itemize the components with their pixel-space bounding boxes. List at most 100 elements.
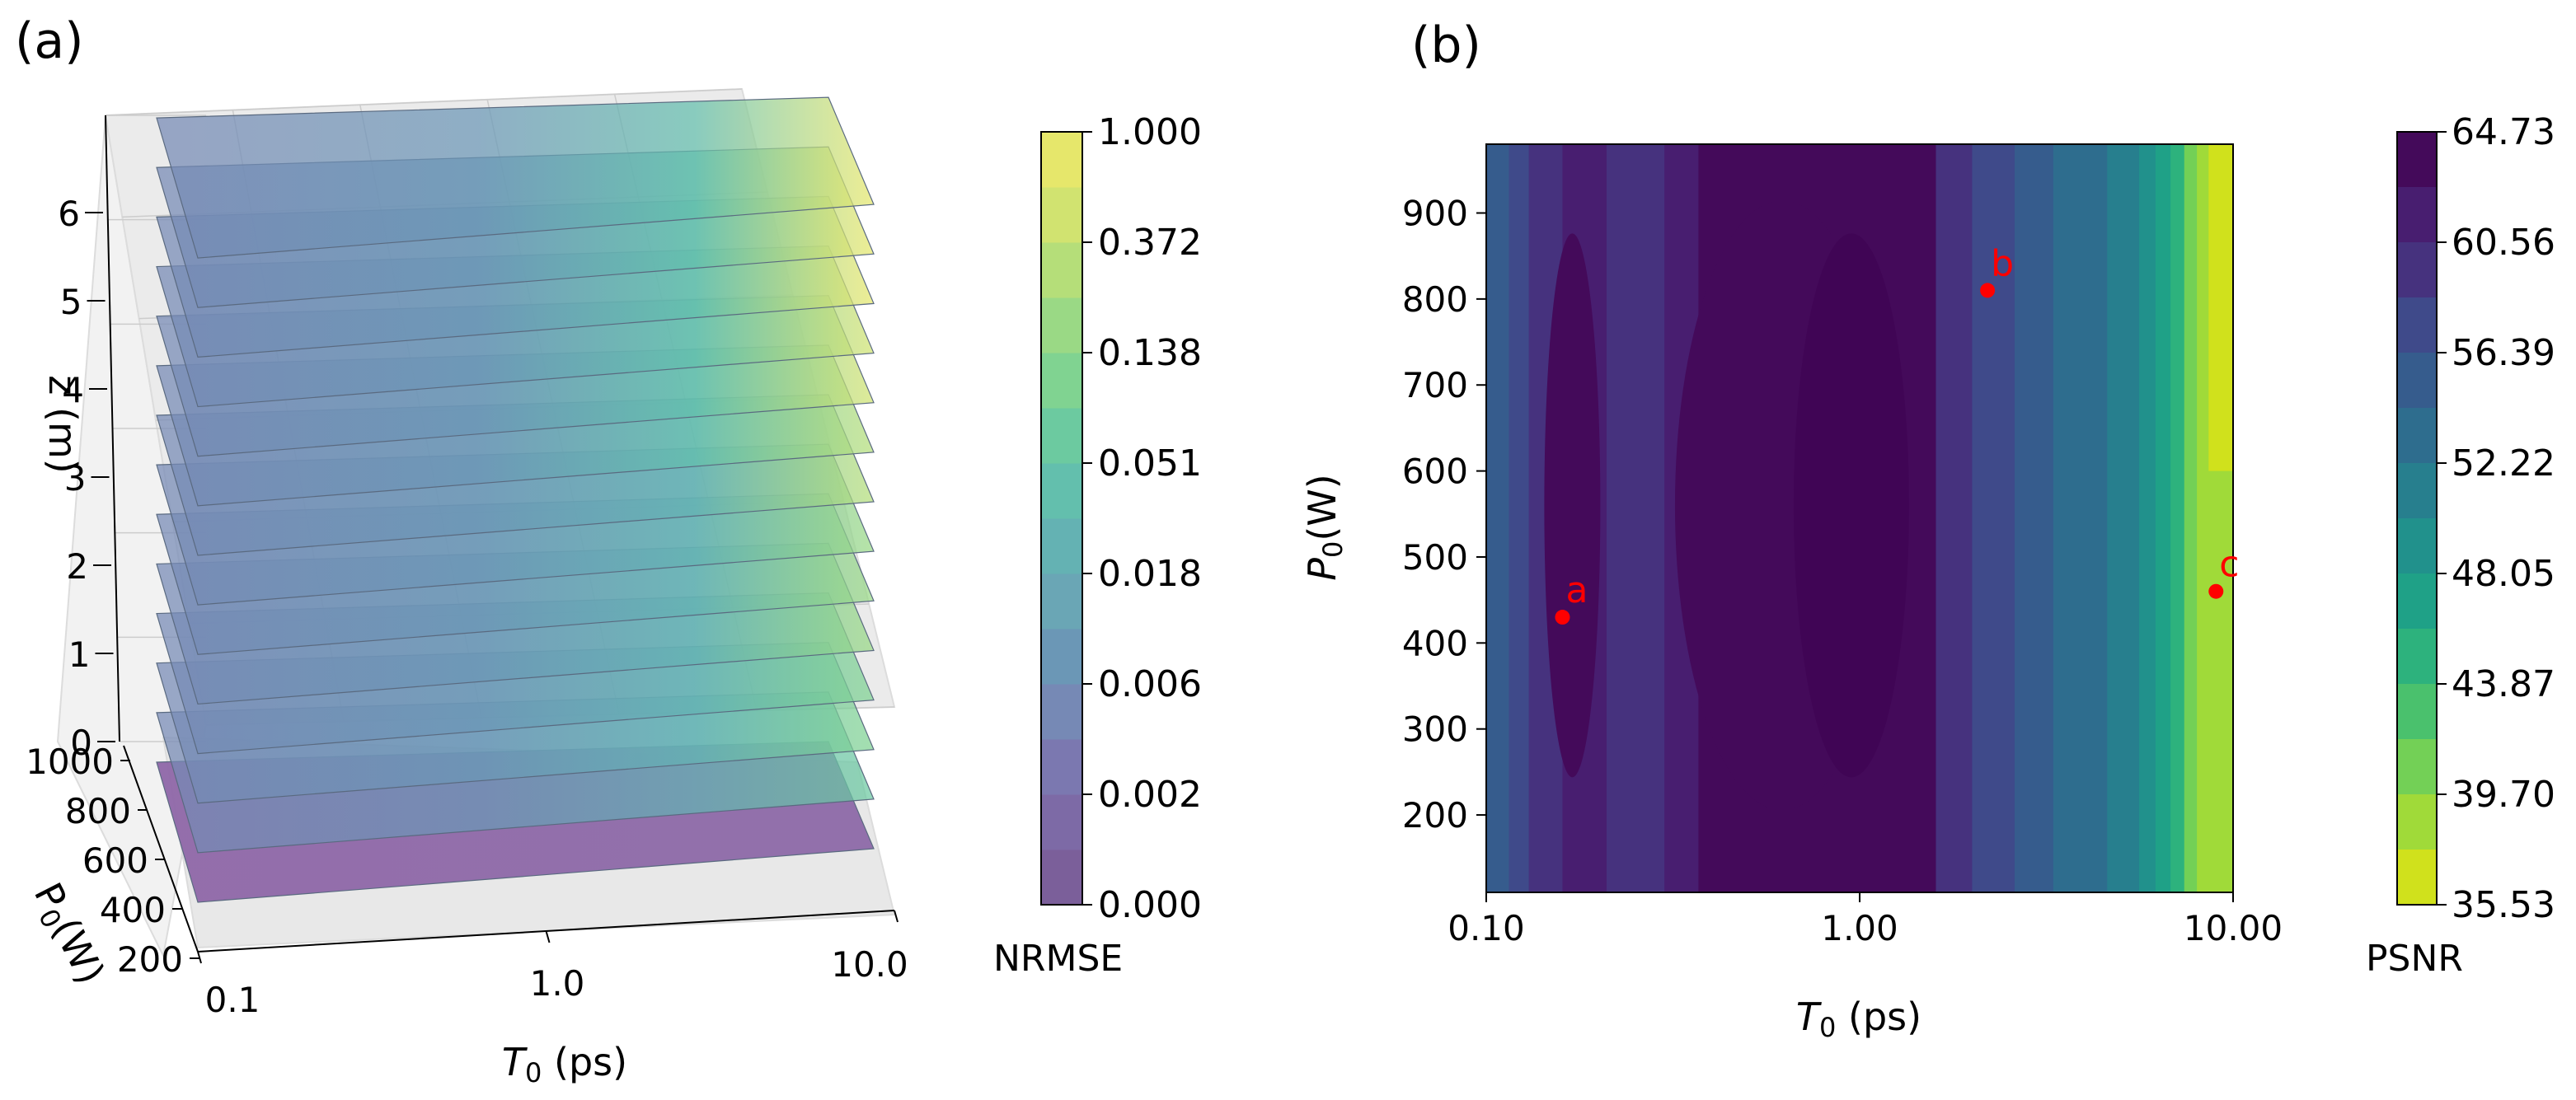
z-axis-line bbox=[105, 115, 120, 742]
colorbar-segment bbox=[1041, 518, 1082, 574]
colorbar-segment bbox=[2397, 573, 2437, 630]
contour-band bbox=[1544, 233, 1601, 778]
x-tick-mark bbox=[197, 951, 202, 964]
x-tick-mark bbox=[894, 910, 899, 923]
z-tick-label: 4 bbox=[62, 370, 84, 410]
colorbar-tick-label: 0.002 bbox=[1098, 774, 1202, 816]
colorbar-segment bbox=[2397, 684, 2437, 740]
z-tick-label: 0 bbox=[70, 723, 92, 763]
colorbar-tick-label: 43.87 bbox=[2452, 663, 2555, 705]
slice-plane bbox=[156, 96, 875, 259]
y-ticks: 200 400 600 800 1000 bbox=[26, 742, 199, 980]
point-label-c: c bbox=[2219, 544, 2239, 586]
colorbar-tick-label: 0.372 bbox=[1098, 222, 1202, 264]
z-tick-label: 6 bbox=[58, 194, 80, 234]
contour-band bbox=[2170, 144, 2185, 892]
x-axis-label: T0 (ps) bbox=[502, 1040, 627, 1088]
y-tick-label-b: 300 bbox=[1402, 709, 1468, 750]
colorbar-segment bbox=[2397, 353, 2437, 409]
colorbar-segment bbox=[1041, 850, 1082, 906]
colorbar-segment bbox=[1041, 629, 1082, 685]
marked-points: a b c bbox=[1555, 242, 2239, 625]
point-label-b: b bbox=[1991, 242, 2014, 284]
colorbar-segment bbox=[2397, 132, 2437, 188]
colorbar-segment bbox=[1041, 187, 1082, 243]
point-label-a: a bbox=[1565, 569, 1588, 611]
colorbar-tick-label: 39.70 bbox=[2452, 774, 2555, 816]
contour-band bbox=[1606, 144, 1666, 892]
z-tick-label: 5 bbox=[60, 282, 82, 322]
contour-band bbox=[2107, 144, 2140, 892]
contour-slices bbox=[156, 96, 875, 903]
colorbar-segment bbox=[2397, 187, 2437, 243]
contour-band bbox=[2138, 144, 2156, 892]
colorbar-segment bbox=[2397, 408, 2437, 464]
x-ticks-b: 0.10 1.00 10.00 bbox=[1448, 892, 2283, 948]
contour-fill-b bbox=[1486, 144, 2233, 892]
contour-band bbox=[1486, 144, 1510, 892]
colorbar-tick-label: 0.000 bbox=[1098, 884, 1202, 926]
z-tick-label: 1 bbox=[68, 634, 91, 675]
contour-band bbox=[2053, 144, 2109, 892]
contour-band bbox=[1936, 144, 1973, 892]
point-c bbox=[2208, 583, 2224, 599]
colorbar-psnr-ticks: 64.73 60.56 56.39 52.22 48.05 43.87 39.70 35.53 bbox=[2437, 111, 2555, 926]
y-tick-label: 1000 bbox=[26, 742, 114, 782]
y-tick-label: 800 bbox=[65, 791, 131, 831]
colorbar-tick-label: 0.006 bbox=[1098, 663, 1202, 705]
colorbar-tick-label: 56.39 bbox=[2452, 332, 2555, 374]
y-tick-label: 200 bbox=[117, 939, 183, 980]
x-tick-mark bbox=[545, 930, 551, 943]
contour-band bbox=[1972, 144, 2015, 892]
z-axis-label: z (m) bbox=[40, 375, 85, 473]
y-tick-label-b: 600 bbox=[1402, 452, 1468, 492]
contour-band bbox=[2184, 144, 2198, 892]
colorbar-tick-label: 0.138 bbox=[1098, 332, 1202, 374]
colorbar-segment bbox=[1041, 573, 1082, 630]
colorbar-segment bbox=[2397, 242, 2437, 298]
colorbar-tick-label: 1.000 bbox=[1098, 111, 1202, 153]
colorbar-segment bbox=[1041, 408, 1082, 464]
x-ticks: 0.1 1.0 10.0 bbox=[197, 910, 908, 1020]
x-tick-label: 10.0 bbox=[831, 944, 908, 985]
panel-b-label: (b) bbox=[1411, 16, 1481, 74]
colorbar-psnr bbox=[2397, 132, 2437, 906]
y-tick-label: 400 bbox=[100, 890, 166, 930]
colorbar-segment bbox=[1041, 132, 1082, 188]
x-tick-label: 1.0 bbox=[530, 963, 585, 1004]
y-axis-line bbox=[123, 745, 199, 953]
z-tick-label: 2 bbox=[66, 546, 88, 587]
contour-band bbox=[2208, 144, 2233, 471]
colorbar-psnr-label: PSNR bbox=[2366, 938, 2463, 980]
x-tick-label-b: 0.10 bbox=[1448, 908, 1525, 948]
grid-line bbox=[105, 88, 743, 116]
contour-band bbox=[1509, 144, 1530, 892]
y-tick-label-b: 500 bbox=[1402, 537, 1468, 578]
colorbar-segment bbox=[1041, 739, 1082, 795]
colorbar-segment bbox=[2397, 297, 2437, 353]
y-tick-label-b: 900 bbox=[1402, 193, 1468, 233]
colorbar-tick-label: 0.018 bbox=[1098, 553, 1202, 595]
colorbar-segment bbox=[2397, 629, 2437, 685]
colorbar-tick-label: 52.22 bbox=[2452, 442, 2555, 484]
colorbar-tick-label: 48.05 bbox=[2452, 553, 2555, 595]
colorbar-tick-label: 35.53 bbox=[2452, 884, 2555, 926]
x-tick-label: 0.1 bbox=[205, 980, 260, 1020]
y-tick-label: 600 bbox=[82, 840, 148, 881]
panel-a-label: (a) bbox=[15, 12, 84, 70]
colorbar-segment bbox=[1041, 463, 1082, 519]
contour-band bbox=[2014, 144, 2054, 892]
x-tick-label-b: 10.00 bbox=[2184, 908, 2283, 948]
y-tick-label-b: 400 bbox=[1402, 623, 1468, 663]
y-axis-label-b: P0(W) bbox=[1300, 474, 1349, 581]
colorbar-segment bbox=[1041, 297, 1082, 353]
y-tick-label-b: 800 bbox=[1402, 279, 1468, 320]
point-a bbox=[1555, 610, 1570, 625]
colorbar-segment bbox=[1041, 242, 1082, 298]
colorbar-psnr-frame bbox=[2396, 131, 2438, 906]
colorbar-segment bbox=[2397, 739, 2437, 795]
point-b bbox=[1980, 283, 1996, 298]
colorbar-nrmse-frame bbox=[1040, 131, 1083, 906]
colorbar-segment bbox=[1041, 684, 1082, 740]
